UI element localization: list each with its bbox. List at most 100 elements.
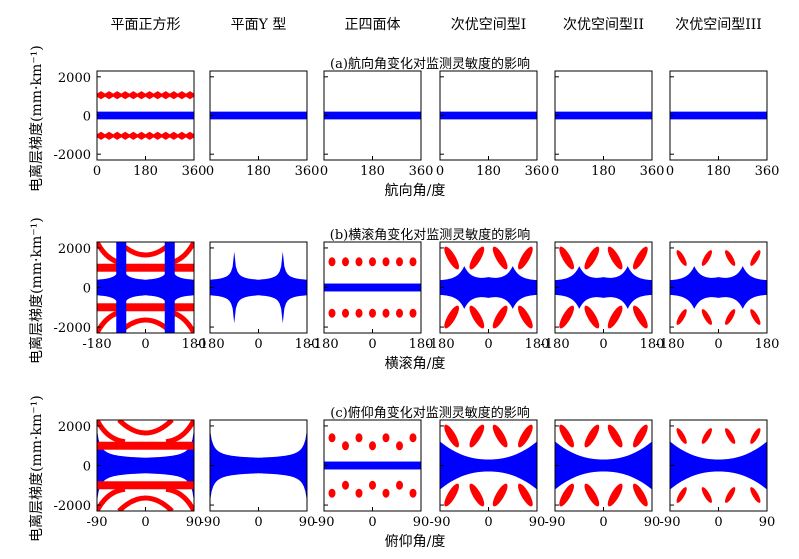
column-title: 次优空间型II xyxy=(562,17,645,33)
x-tick-label: 0 xyxy=(141,337,149,352)
series-red-blob xyxy=(409,433,417,443)
series-red-blob xyxy=(584,424,600,448)
series-red-blob xyxy=(559,305,575,329)
x-tick-label: 90 xyxy=(759,515,776,530)
series-red-blob xyxy=(701,487,712,503)
series-red-blob xyxy=(409,257,417,267)
series-red-blob xyxy=(396,480,403,490)
series-bulge-band xyxy=(670,266,767,309)
panel-2-3 xyxy=(440,424,537,507)
x-axis-label: 俯仰角/度 xyxy=(384,534,446,550)
x-tick-label: 0 xyxy=(436,164,444,179)
series-red-blob xyxy=(355,308,363,318)
series-red-arc xyxy=(165,420,194,445)
x-tick-label: 0 xyxy=(599,337,607,352)
panel-1-2 xyxy=(324,257,421,318)
series-red-blob xyxy=(355,257,363,267)
series-red-blob xyxy=(396,441,403,451)
panel-0-2 xyxy=(324,111,421,120)
series-red-arc xyxy=(97,486,126,511)
series-bulge-band xyxy=(555,266,652,309)
y-tick-label: 0 xyxy=(83,460,91,475)
x-tick-label: -180 xyxy=(655,337,684,352)
series-red-blob xyxy=(750,428,761,444)
panel-2-2 xyxy=(324,433,421,498)
series-red-band xyxy=(97,303,194,312)
x-tick-label: -180 xyxy=(82,337,111,352)
x-tick-label: 0 xyxy=(368,337,376,352)
x-tick-label: -90 xyxy=(660,515,681,530)
x-tick-label: 180 xyxy=(476,164,501,179)
x-tick-label: 180 xyxy=(591,164,616,179)
x-tick-label: 360 xyxy=(640,164,665,179)
series-band xyxy=(97,111,194,120)
panel-2-5 xyxy=(670,428,767,503)
series-red-blob xyxy=(382,488,390,498)
series-red-blob xyxy=(517,424,533,448)
panel-2-1 xyxy=(210,429,307,502)
series-red-blob xyxy=(469,305,485,329)
series-red-blob xyxy=(701,428,712,444)
series-band xyxy=(324,111,421,120)
y-tick-label: 2000 xyxy=(58,242,91,257)
series-red-blob xyxy=(444,483,460,507)
x-tick-label: 0 xyxy=(368,515,376,530)
y-tick-label: -2000 xyxy=(54,148,91,163)
series-red-blob xyxy=(409,308,417,318)
series-red-blob xyxy=(369,308,376,318)
series-red-blob xyxy=(632,246,648,270)
series-red-blob xyxy=(632,424,648,448)
x-tick-label: 90 xyxy=(529,515,546,530)
series-bowtie-band xyxy=(440,441,537,490)
series-red-blob xyxy=(328,488,336,498)
panel-2-4 xyxy=(555,424,652,507)
x-tick-label: 180 xyxy=(409,337,434,352)
x-tick-label: -90 xyxy=(87,515,108,530)
series-wavy-band xyxy=(97,91,194,100)
series-bulge-band xyxy=(440,266,537,309)
x-tick-label: -180 xyxy=(425,337,454,352)
x-tick-label: -180 xyxy=(309,337,338,352)
series-red-blob xyxy=(409,488,417,498)
x-tick-label: 360 xyxy=(525,164,550,179)
series-red-blob xyxy=(492,483,508,507)
x-tick-label: 180 xyxy=(133,164,158,179)
series-band xyxy=(324,461,421,470)
x-tick-label: 0 xyxy=(320,164,328,179)
x-tick-label: 0 xyxy=(714,337,722,352)
series-red-band xyxy=(97,263,194,272)
series-red-blob xyxy=(676,250,687,266)
series-red-blob xyxy=(676,309,687,325)
x-tick-label: 0 xyxy=(551,164,559,179)
panel-1-0 xyxy=(97,242,194,333)
series-red-arc xyxy=(117,242,174,258)
x-tick-label: 360 xyxy=(755,164,780,179)
series-red-blob xyxy=(725,487,736,503)
x-tick-label: 0 xyxy=(599,515,607,530)
x-tick-label: 360 xyxy=(182,164,207,179)
x-tick-label: 0 xyxy=(141,515,149,530)
panel-0-0 xyxy=(97,91,194,140)
series-red-blob xyxy=(369,441,376,451)
column-title: 平面Y 型 xyxy=(230,17,287,33)
x-tick-label: 360 xyxy=(295,164,320,179)
series-red-band xyxy=(97,441,194,450)
series-red-blob xyxy=(492,424,508,448)
x-tick-label: 180 xyxy=(706,164,731,179)
panel-0-3 xyxy=(440,111,537,120)
series-red-blob xyxy=(584,305,600,329)
series-red-blob xyxy=(396,257,403,267)
series-red-blob xyxy=(750,250,761,266)
series-red-blob xyxy=(584,483,600,507)
panel-2-0 xyxy=(97,420,194,511)
series-red-band xyxy=(97,481,194,490)
x-tick-label: 0 xyxy=(666,164,674,179)
column-title: 平面正方形 xyxy=(110,17,181,33)
subplot-title: (a)航向角变化对监测灵敏度的影响 xyxy=(330,57,530,72)
x-tick-label: 0 xyxy=(93,164,101,179)
x-tick-label: 0 xyxy=(714,515,722,530)
series-red-blob xyxy=(328,257,336,267)
series-red-blob xyxy=(342,441,349,451)
panel-1-3 xyxy=(440,246,537,329)
y-tick-label: -2000 xyxy=(54,499,91,514)
